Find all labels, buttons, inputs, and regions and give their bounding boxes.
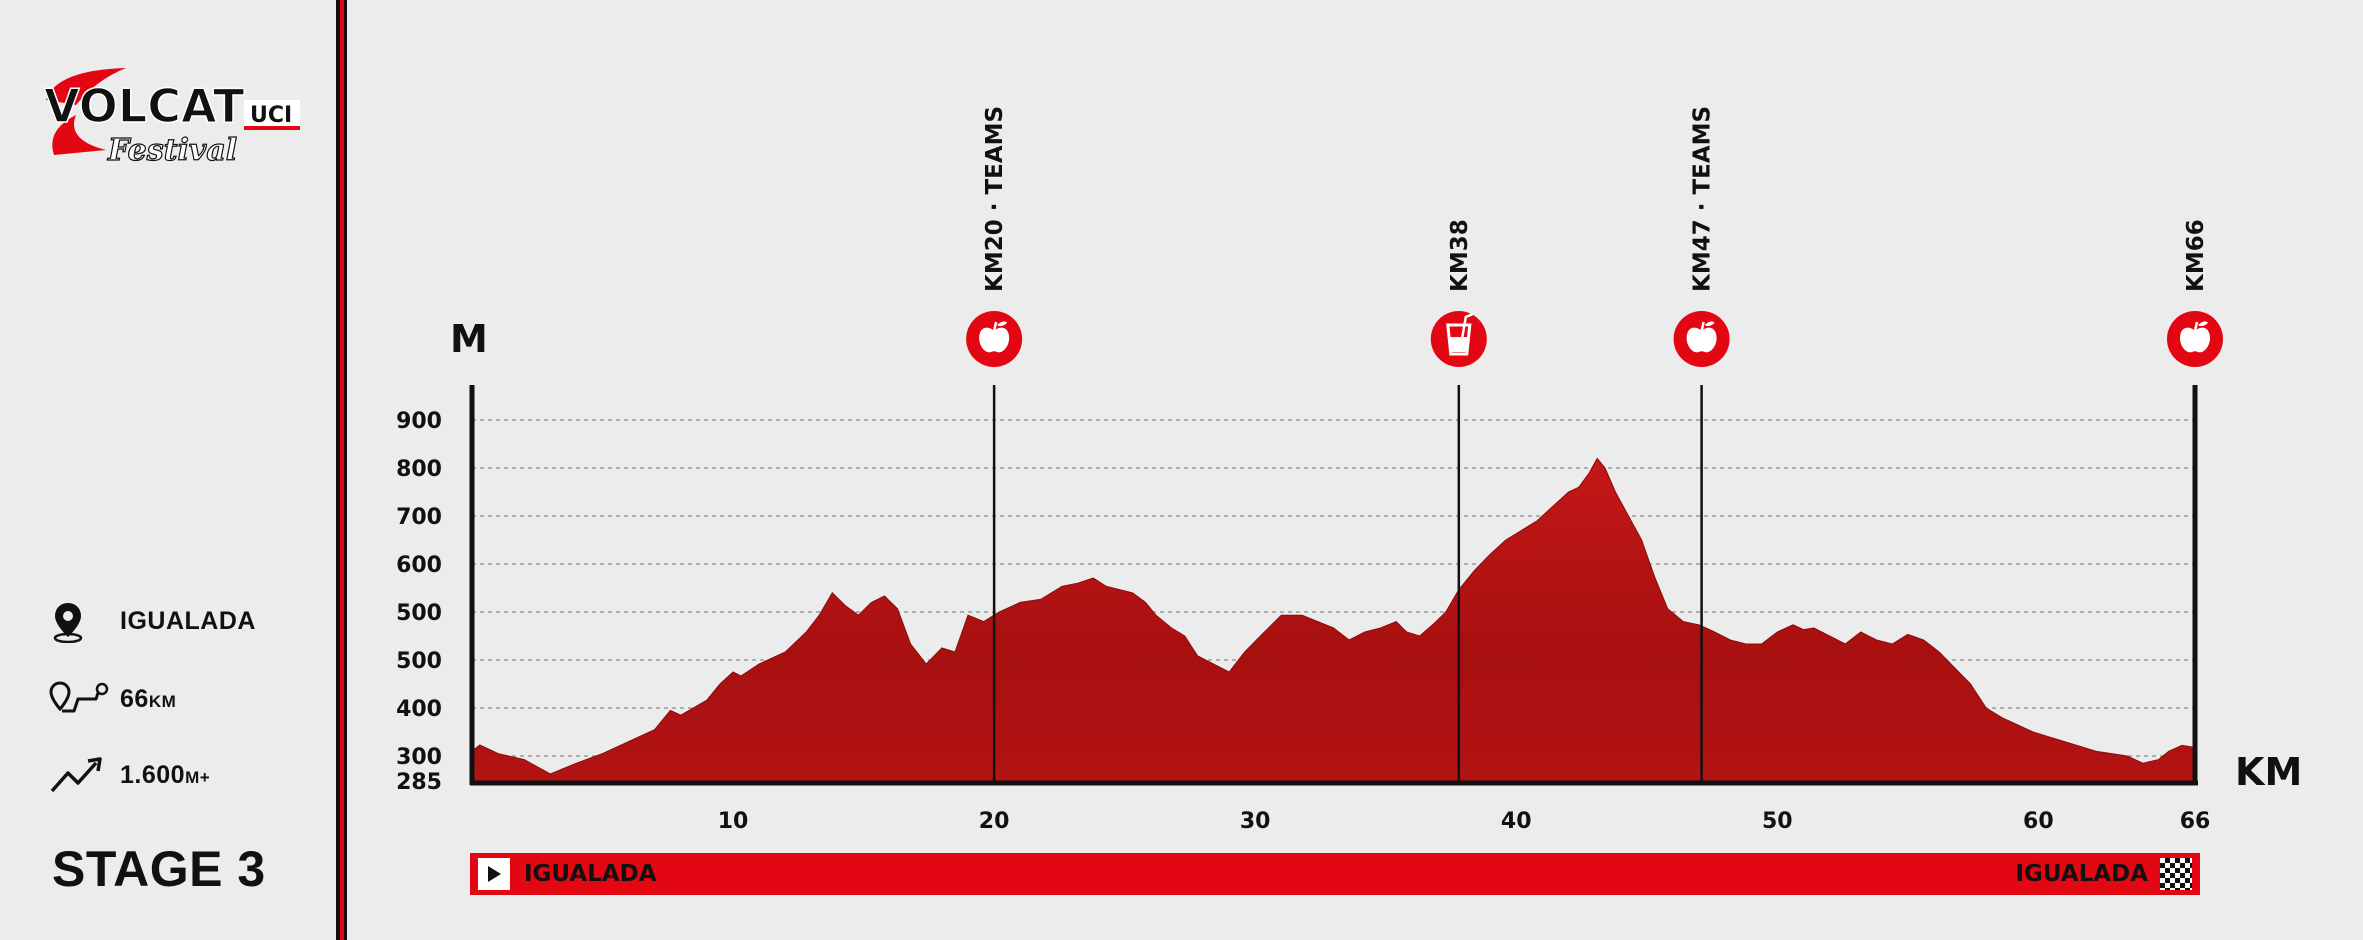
elevation-area [471, 457, 2196, 784]
y-tick-label: 300 [396, 745, 442, 770]
apple-icon [2180, 321, 2210, 353]
location-pin-icon [48, 596, 120, 646]
location-text: IGUALADA [120, 606, 256, 635]
marker-km38: KM38 [1430, 219, 1487, 783]
elevation-value: 1.600 [120, 760, 186, 789]
apple-icon [1686, 321, 1717, 353]
distance-unit: KM [148, 691, 177, 711]
info-location: IGUALADA [48, 596, 256, 646]
elevation-trend-icon [48, 750, 120, 800]
x-axis-title: KM [2235, 750, 2302, 794]
route-finish: IGUALADA [2015, 858, 2192, 890]
start-play-icon [478, 858, 510, 890]
sidebar-divider-inner [344, 0, 347, 940]
svg-text:VOLCAT: VOLCAT [44, 79, 245, 133]
x-tick-label: 60 [2023, 809, 2054, 834]
distance-text: 66KM [120, 685, 176, 714]
sidebar: VOLCAT UCI Festival IGUALADA 66KM [0, 0, 336, 940]
marker-group: KM20 · TEAMS KM38 KM47 · TEAMS KM66 [966, 106, 2223, 783]
distance-value: 66 [120, 684, 149, 713]
marker-km47-teams: KM47 · TEAMS [1673, 106, 1730, 783]
sidebar-divider-accent [340, 0, 344, 940]
route-start: IGUALADA [478, 858, 657, 890]
x-tick-label: 20 [979, 809, 1010, 834]
checkered-flag-icon [2160, 858, 2192, 890]
x-tick-labels: 10 20 30 40 50 60 66 [718, 809, 2211, 834]
marker-label: KM38 [1447, 219, 1473, 292]
marker-km20-teams: KM20 · TEAMS [966, 106, 1023, 783]
y-tick-label: 500 [396, 601, 442, 626]
info-distance: 66KM [48, 674, 176, 724]
y-tick-label: 600 [396, 553, 442, 578]
y-axis-title: M [450, 317, 488, 361]
route-bar: IGUALADA IGUALADA [470, 853, 2200, 895]
route-finish-label: IGUALADA [2015, 861, 2148, 887]
svg-text:UCI: UCI [250, 103, 292, 128]
y-tick-label: 800 [396, 457, 442, 482]
svg-text:Festival: Festival [107, 133, 237, 168]
y-tick-label: 900 [396, 409, 442, 434]
x-tick-label: 10 [718, 809, 749, 834]
y-tick-label: 700 [396, 505, 442, 530]
marker-label: KM66 [2183, 219, 2209, 292]
marker-label: KM20 · TEAMS [982, 106, 1008, 292]
marker-label: KM47 · TEAMS [1690, 106, 1716, 292]
elevation-text: 1.600M+ [120, 761, 210, 790]
x-tick-label: 30 [1240, 809, 1271, 834]
drink-icon [1446, 312, 1474, 356]
volcat-logo: VOLCAT UCI Festival [43, 68, 300, 169]
x-tick-label: 66 [2180, 809, 2211, 834]
marker-km66: KM66 [2167, 219, 2223, 783]
apple-icon [979, 321, 1010, 353]
info-elevation: 1.600M+ [48, 750, 210, 800]
elevation-unit: M+ [185, 767, 211, 787]
sidebar-divider [336, 0, 340, 940]
stage-title: STAGE 3 [52, 841, 266, 897]
y-tick-label: 285 [396, 770, 442, 795]
y-tick-label: 500 [396, 649, 442, 674]
x-tick-label: 50 [1762, 809, 1793, 834]
x-tick-label: 40 [1501, 809, 1532, 834]
route-start-label: IGUALADA [524, 861, 657, 887]
y-tick-label: 400 [396, 697, 442, 722]
route-distance-icon [48, 674, 120, 724]
